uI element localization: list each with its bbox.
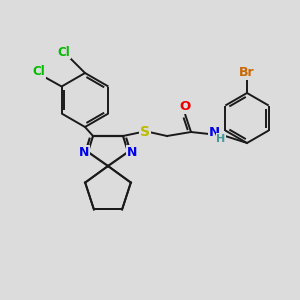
Text: O: O [179,100,191,113]
Text: H: H [216,134,226,144]
Text: N: N [208,125,220,139]
Text: S: S [140,125,150,139]
Text: Cl: Cl [32,65,45,78]
Text: Cl: Cl [58,46,70,59]
Text: N: N [127,146,137,158]
Text: Br: Br [239,67,255,80]
Text: N: N [79,146,89,158]
